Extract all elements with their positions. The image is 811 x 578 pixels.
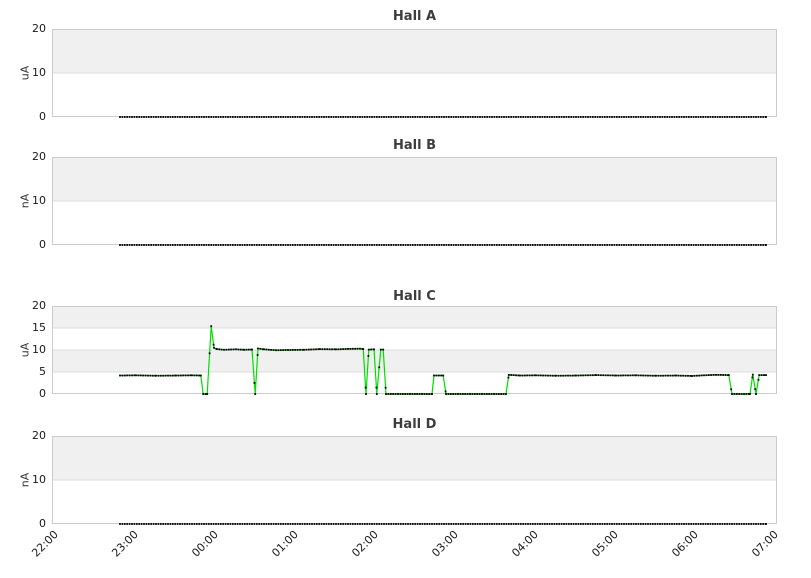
y-tick-label: 10 — [32, 473, 46, 486]
plot-band — [52, 73, 777, 117]
plot-hall-d — [52, 436, 777, 525]
y-tick-label: 10 — [32, 194, 46, 207]
plot-band — [52, 328, 777, 350]
chart-title-hall-a: Hall A — [392, 9, 437, 24]
plot-band — [52, 350, 777, 372]
chart-title-hall-c: Hall C — [393, 289, 436, 304]
y-tick-label: 0 — [39, 110, 46, 123]
y-tick-label: 0 — [39, 517, 46, 530]
plot-band — [52, 480, 777, 524]
hall-a-current-markers — [119, 116, 767, 118]
plot-hall-c — [52, 306, 777, 395]
hall-d-current-markers — [119, 523, 767, 525]
x-tick-label: 06:00 — [669, 528, 702, 560]
plot-hall-a — [52, 29, 777, 118]
plot-band — [52, 372, 777, 394]
hall-c-current-markers — [119, 325, 767, 395]
x-tick-label: 07:00 — [749, 528, 782, 560]
plot-band — [52, 436, 777, 480]
y-tick-label: 15 — [32, 321, 46, 334]
y-tick-label: 0 — [39, 238, 46, 251]
y-tick-label: 20 — [32, 150, 46, 163]
chart-title-hall-b: Hall B — [393, 138, 436, 153]
x-tick-label: 02:00 — [349, 528, 382, 560]
y-tick-label: 0 — [39, 387, 46, 400]
y-tick-label: 20 — [32, 299, 46, 312]
plot-band — [52, 201, 777, 245]
y-tick-label: 20 — [32, 22, 46, 35]
plot-band — [52, 29, 777, 73]
x-tick-label: 03:00 — [429, 528, 462, 560]
y-tick-label: 20 — [32, 429, 46, 442]
x-tick-label: 22:00 — [29, 528, 62, 560]
plot-band — [52, 157, 777, 201]
y-tick-label: 5 — [39, 365, 46, 378]
x-tick-label: 01:00 — [269, 528, 302, 560]
x-tick-label: 04:00 — [509, 528, 542, 560]
plot-band — [52, 306, 777, 328]
plot-hall-b — [52, 157, 777, 246]
x-tick-label: 23:00 — [109, 528, 142, 560]
chart-title-hall-d: Hall D — [392, 417, 437, 432]
x-tick-label: 05:00 — [589, 528, 622, 560]
y-tick-label: 10 — [32, 343, 46, 356]
y-tick-label: 10 — [32, 66, 46, 79]
hall-b-current-markers — [119, 244, 767, 246]
x-tick-label: 00:00 — [189, 528, 222, 560]
